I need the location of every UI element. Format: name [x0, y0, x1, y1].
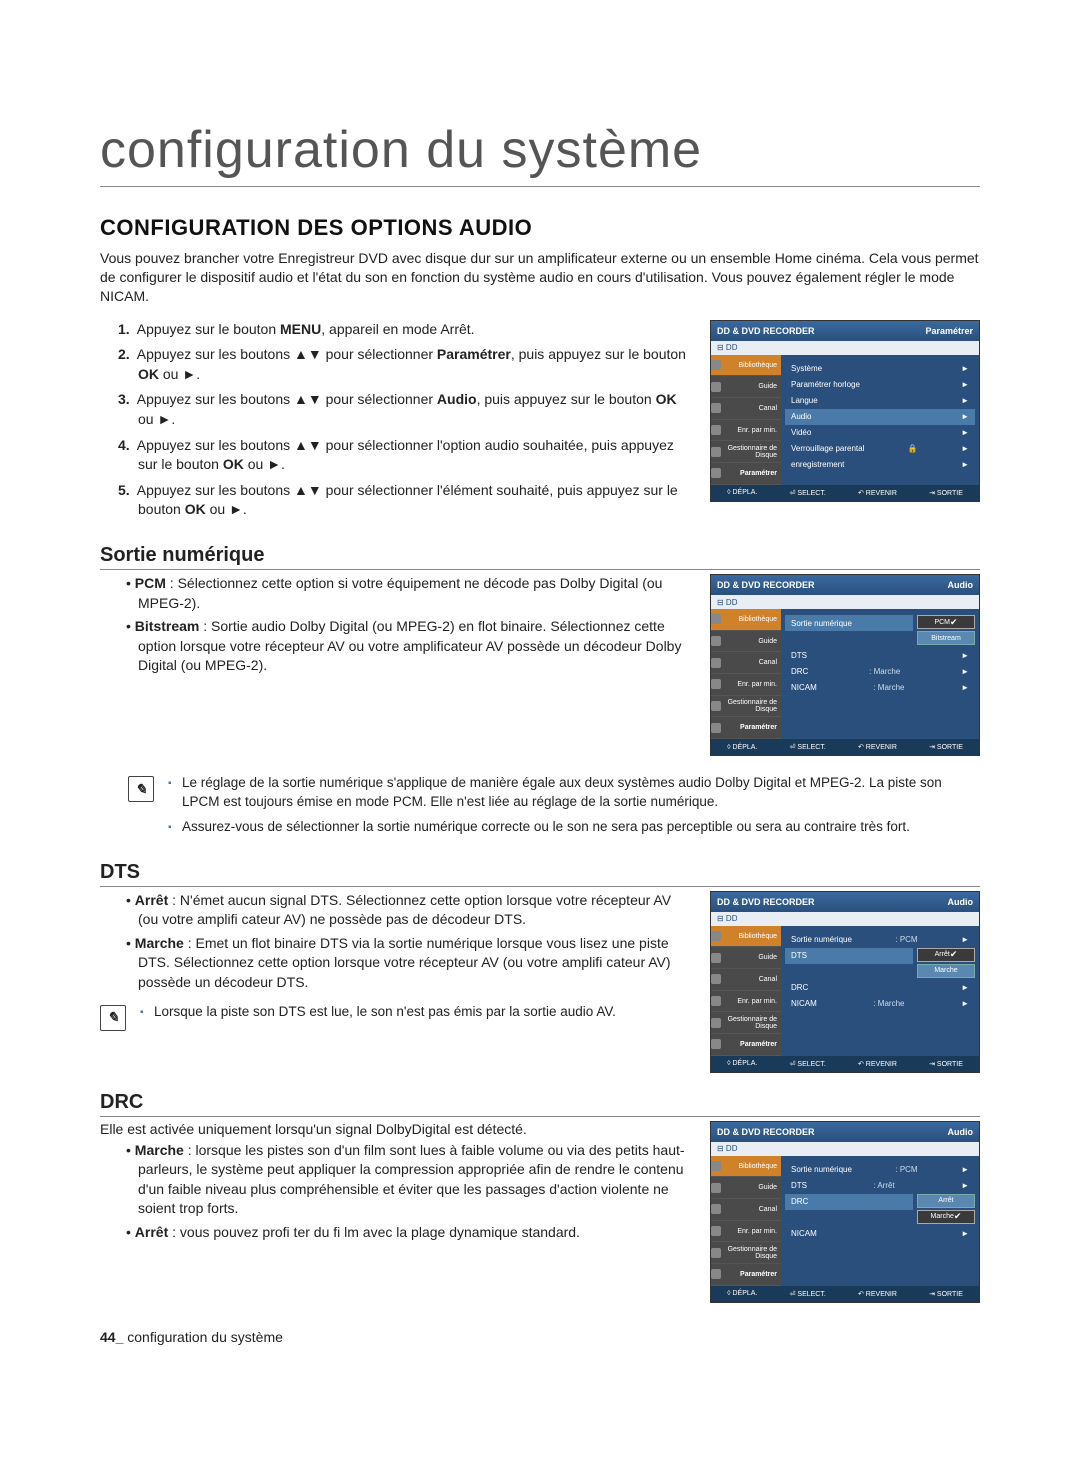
step-item: 5. Appuyez sur les boutons ▲▼ pour sélec… [138, 481, 692, 520]
bullet-item: Marche : lorsque les pistes son d'un fil… [138, 1141, 692, 1219]
osd-screenshot-1: DD & DVD RECORDERParamétrer⊟ DDBibliothè… [710, 320, 980, 502]
osd-screenshot-2: DD & DVD RECORDERAudio⊟ DDBibliothèqueGu… [710, 574, 980, 756]
section-title: CONFIGURATION DES OPTIONS AUDIO [100, 215, 980, 241]
bullet-item: Marche : Emet un flot binaire DTS via la… [138, 934, 692, 993]
steps-list: 1. Appuyez sur le bouton MENU, appareil … [100, 320, 692, 520]
osd-screenshot-3: DD & DVD RECORDERAudio⊟ DDBibliothèqueGu… [710, 891, 980, 1073]
bullet-item: PCM : Sélectionnez cette option si votre… [138, 574, 692, 613]
note-icon: ✎ [128, 776, 154, 802]
note-list-1: Le réglage de la sortie numérique s'appl… [168, 774, 980, 843]
bullet-item: Arrêt : vous pouvez profi ter du fi lm a… [138, 1223, 692, 1243]
step-item: 1. Appuyez sur le bouton MENU, appareil … [138, 320, 692, 340]
intro-text: Vous pouvez brancher votre Enregistreur … [100, 249, 980, 306]
step-item: 3. Appuyez sur les boutons ▲▼ pour sélec… [138, 390, 692, 429]
note-item: Lorsque la piste son DTS est lue, le son… [140, 1003, 616, 1022]
drc-bullets: Marche : lorsque les pistes son d'un fil… [100, 1141, 692, 1243]
chapter-title: configuration du système [100, 120, 980, 187]
bullet-item: Bitstream : Sortie audio Dolby Digital (… [138, 617, 692, 676]
subsection-drc: DRC [100, 1091, 980, 1117]
step-item: 4. Appuyez sur les boutons ▲▼ pour sélec… [138, 436, 692, 475]
note-item: Le réglage de la sortie numérique s'appl… [168, 774, 980, 812]
page-footer: 44_ configuration du système [100, 1329, 980, 1345]
note-box-1: ✎ Le réglage de la sortie numérique s'ap… [128, 774, 980, 843]
step-item: 2. Appuyez sur les boutons ▲▼ pour sélec… [138, 345, 692, 384]
subsection-dts: DTS [100, 861, 980, 887]
note-list-2: Lorsque la piste son DTS est lue, le son… [140, 1003, 616, 1028]
bullet-item: Arrêt : N'émet aucun signal DTS. Sélecti… [138, 891, 692, 930]
drc-intro: Elle est activée uniquement lorsqu'un si… [100, 1121, 692, 1137]
sortie-numerique-bullets: PCM : Sélectionnez cette option si votre… [100, 574, 692, 676]
note-icon: ✎ [100, 1005, 126, 1031]
note-item: Assurez-vous de sélectionner la sortie n… [168, 818, 980, 837]
subsection-sortie-numerique: Sortie numérique [100, 544, 980, 570]
footer-text: configuration du système [123, 1329, 283, 1345]
page-number: 44_ [100, 1329, 123, 1345]
dts-bullets: Arrêt : N'émet aucun signal DTS. Sélecti… [100, 891, 692, 993]
osd-screenshot-4: DD & DVD RECORDERAudio⊟ DDBibliothèqueGu… [710, 1121, 980, 1303]
note-box-2: ✎ Lorsque la piste son DTS est lue, le s… [100, 1003, 692, 1031]
